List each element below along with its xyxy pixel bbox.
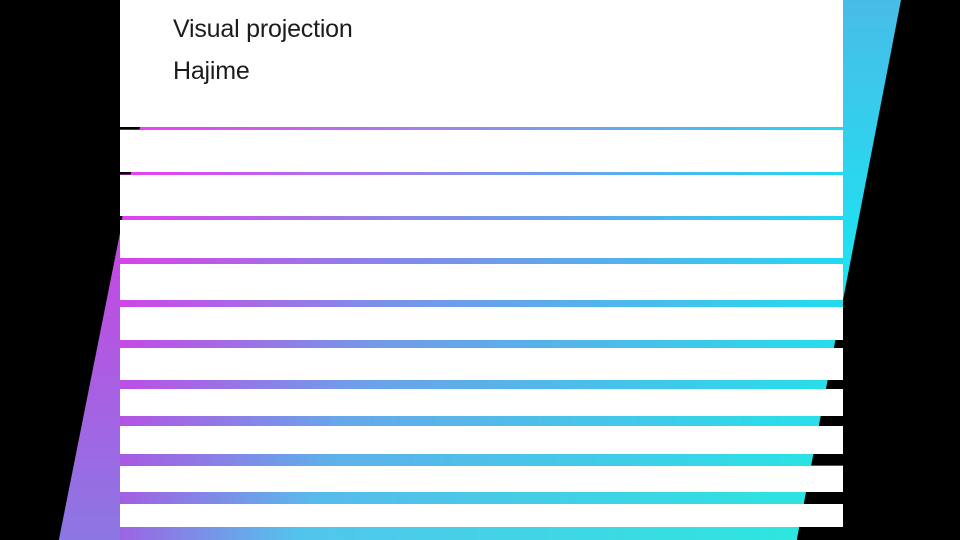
- stripe-black-start: [120, 215, 123, 220]
- gradient-stripe: [120, 380, 843, 389]
- gradient-stripe: [120, 491, 843, 504]
- left-gradient-wedge: [58, 233, 120, 540]
- title-block: Visual projection Hajime: [173, 8, 353, 92]
- gradient-stripe: [120, 258, 843, 264]
- stripe-black-start: [120, 171, 132, 175]
- gradient-stripe: [120, 299, 843, 307]
- gradient-stripe: [120, 415, 843, 426]
- stripe-black-end: [803, 491, 843, 504]
- gradient-stripe: [120, 340, 843, 348]
- stripe-black-end: [811, 454, 843, 466]
- gradient-stripe: [120, 127, 843, 130]
- gradient-stripe: [120, 454, 843, 466]
- stripe-black-end: [825, 380, 843, 389]
- title-line-2: Hajime: [173, 57, 250, 85]
- gradient-stripe: [120, 215, 843, 220]
- gradient-stripe: [120, 171, 843, 175]
- stripe-black-end: [796, 527, 843, 540]
- stripe-black-start: [120, 127, 141, 130]
- gradient-stripe: [120, 527, 843, 540]
- right-gradient-wedge: [843, 0, 901, 300]
- projection-panel: [120, 0, 843, 540]
- stripe-black-end: [818, 415, 843, 426]
- title-line-1: Visual projection: [173, 15, 353, 43]
- stripe-black-end: [833, 340, 843, 348]
